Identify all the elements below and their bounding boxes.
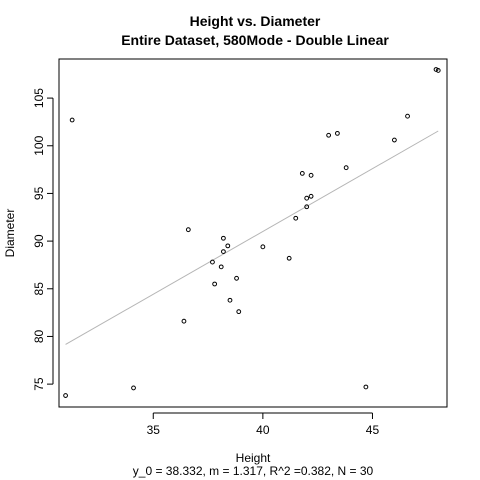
data-point xyxy=(308,193,314,199)
data-point xyxy=(304,204,310,210)
data-point xyxy=(185,227,191,233)
data-point xyxy=(260,244,266,250)
data-point xyxy=(221,235,226,241)
data-point xyxy=(63,393,68,398)
x-axis-label: Height xyxy=(236,451,271,465)
data-point xyxy=(181,318,187,324)
data-point xyxy=(131,385,136,391)
data-point xyxy=(334,130,340,136)
data-point xyxy=(234,275,239,281)
plot-frame xyxy=(58,58,448,408)
data-point xyxy=(236,309,242,315)
data-point xyxy=(221,249,226,254)
y-axis-label: Diameter xyxy=(3,209,17,258)
data-point xyxy=(212,281,218,287)
y-tick-label: 90 xyxy=(32,234,46,248)
y-tick-label: 85 xyxy=(32,282,46,296)
data-point xyxy=(363,384,369,390)
chart-title: Height vs. Diameter xyxy=(190,13,321,29)
data-point xyxy=(326,132,332,138)
y-tick-label: 80 xyxy=(32,329,46,343)
x-tick-label: 45 xyxy=(366,423,380,437)
data-point xyxy=(293,215,299,221)
data-point xyxy=(69,117,75,123)
x-tick-label: 35 xyxy=(147,423,161,437)
data-point xyxy=(299,171,305,176)
data-point xyxy=(210,259,215,265)
points-layer xyxy=(63,67,441,398)
data-point xyxy=(218,264,224,270)
chart-subtitle: Entire Dataset, 580Mode - Double Linear xyxy=(121,32,389,48)
y-axis: 75 80 85 90 95 100 105 xyxy=(32,88,54,391)
data-point xyxy=(308,172,314,178)
x-axis: 35 40 45 xyxy=(147,412,380,437)
data-point xyxy=(343,165,349,171)
fit-line xyxy=(65,130,439,345)
data-point xyxy=(391,137,397,143)
x-tick-label: 40 xyxy=(256,423,270,437)
fit-line-layer xyxy=(65,130,439,345)
data-point xyxy=(225,243,231,249)
data-point xyxy=(405,113,410,119)
data-point xyxy=(304,195,310,201)
regression-caption: y_0 = 38.332, m = 1.317, R^2 =0.382, N =… xyxy=(133,464,374,478)
y-tick-label: 95 xyxy=(32,186,46,200)
y-tick-label: 105 xyxy=(32,88,46,108)
data-point xyxy=(286,255,292,261)
y-tick-label: 75 xyxy=(32,377,46,391)
data-point xyxy=(435,68,441,73)
data-point xyxy=(227,297,233,303)
y-tick-label: 100 xyxy=(32,135,46,155)
